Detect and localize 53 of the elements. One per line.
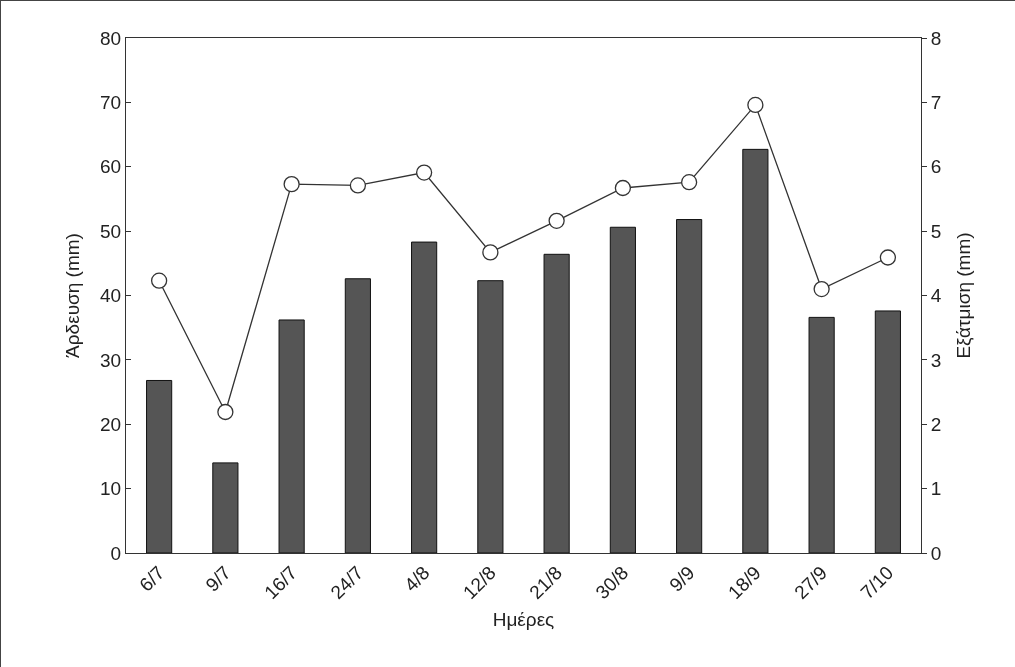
y2-tick-label: 0 (930, 542, 942, 564)
bar (278, 319, 305, 553)
point (879, 249, 897, 266)
x-tick-label: 9/9 (665, 562, 699, 596)
y2-axis-title: Εξάτμιση (mm) (952, 232, 974, 359)
y2-tick-label: 3 (930, 349, 942, 371)
point (614, 179, 632, 197)
y-tick-label: 50 (100, 220, 122, 242)
y2-tick-label: 1 (930, 478, 942, 500)
bar (742, 148, 769, 553)
y2-tick-label: 4 (930, 285, 942, 307)
point (217, 403, 234, 421)
point (415, 164, 433, 181)
y-axis-title: Άρδευση (mm) (61, 233, 83, 358)
point (349, 177, 367, 194)
y-tick-label: 0 (110, 542, 122, 564)
bar (477, 280, 504, 553)
y2-tick-label: 2 (930, 413, 942, 435)
bar (676, 219, 703, 553)
y-tick-label: 60 (100, 156, 122, 178)
y-tick-label: 70 (100, 92, 122, 114)
point (813, 280, 830, 298)
bar (543, 253, 570, 553)
y-tick-label: 20 (100, 413, 122, 435)
x-axis-title: Ημέρες (492, 608, 555, 630)
bar (874, 310, 901, 553)
point (482, 244, 499, 261)
point (680, 174, 698, 191)
point (150, 272, 168, 289)
point (747, 96, 764, 114)
y2-tick-label: 7 (930, 92, 942, 114)
y2-tick-label: 8 (930, 27, 942, 49)
bar (146, 379, 173, 553)
x-tick-label: 12/8 (458, 562, 500, 603)
point (548, 212, 565, 229)
bar (808, 316, 835, 553)
y2-tick-label: 6 (930, 156, 942, 178)
point (283, 175, 300, 193)
x-tick-label: 9/7 (201, 562, 235, 596)
y2-tick-label: 5 (930, 220, 942, 242)
y-tick-label: 40 (100, 285, 122, 307)
bar (212, 462, 239, 553)
bar (411, 241, 438, 553)
bar (609, 226, 636, 553)
x-tick-label: 7/10 (856, 562, 898, 603)
x-tick-label: 18/9 (723, 562, 765, 603)
x-tick-label: 30/8 (591, 562, 633, 603)
y-tick-label: 80 (100, 27, 122, 49)
y-tick-label: 10 (100, 478, 122, 500)
bar (344, 278, 371, 553)
x-tick-label: 6/7 (135, 562, 169, 596)
y-tick-label: 30 (100, 349, 122, 371)
x-tick-label: 4/8 (400, 562, 434, 596)
